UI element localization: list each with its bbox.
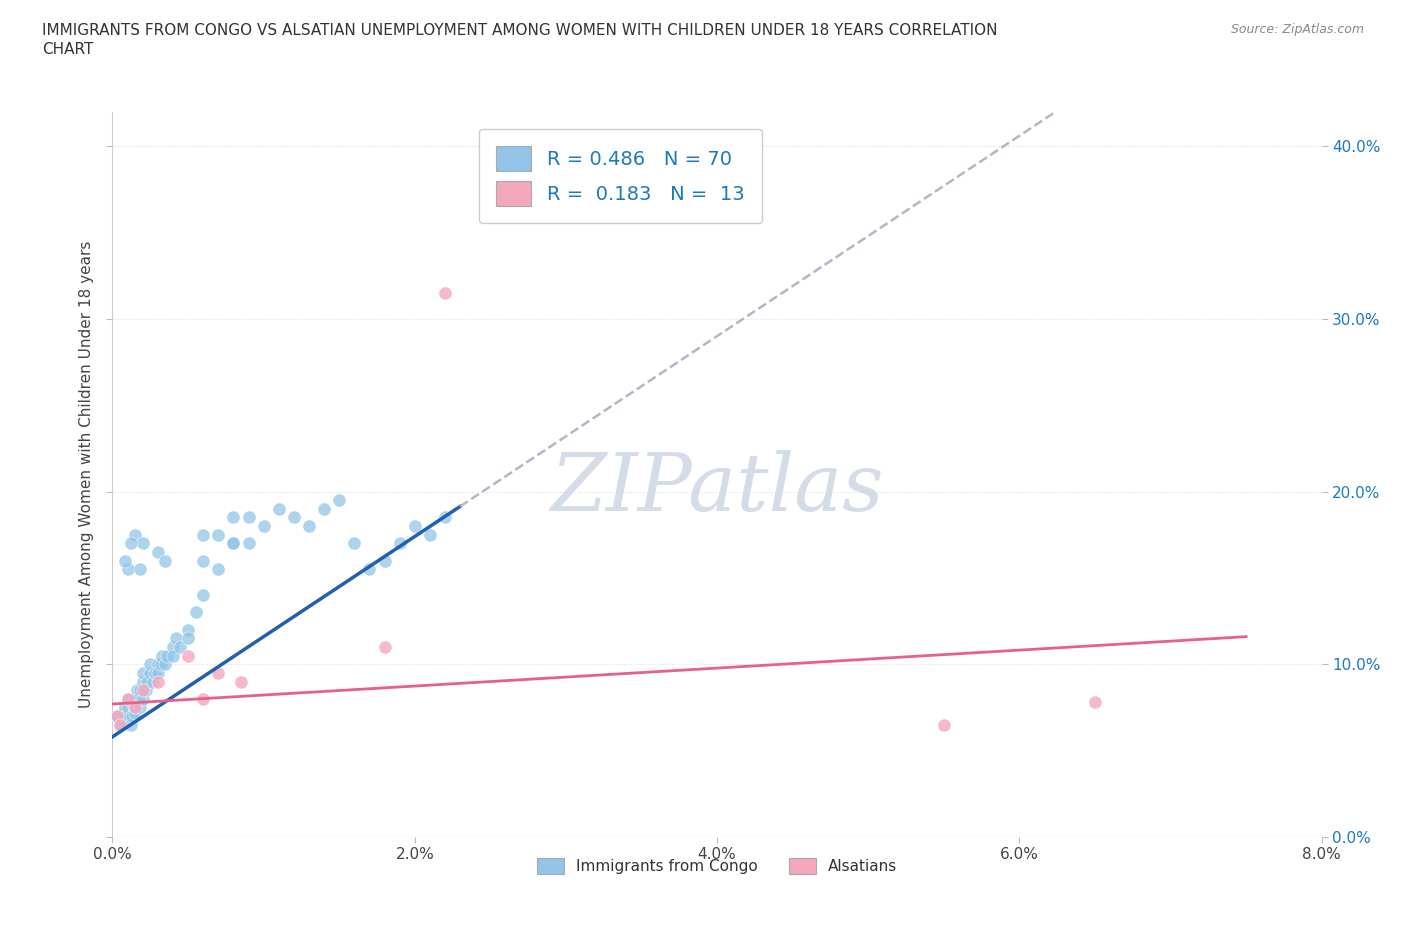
Point — [125, 683, 148, 698]
Point — [932, 717, 955, 732]
Point — [162, 648, 184, 663]
Point — [122, 700, 145, 715]
Text: ZIPatlas: ZIPatlas — [550, 450, 884, 527]
Point — [114, 553, 136, 568]
Point — [115, 709, 138, 724]
Point — [433, 286, 456, 300]
Point — [191, 588, 215, 603]
Point — [124, 700, 146, 715]
Point — [136, 674, 159, 689]
Point — [112, 705, 135, 720]
Point — [132, 666, 155, 681]
Point — [207, 666, 229, 681]
Point — [117, 691, 139, 706]
Point — [117, 700, 139, 715]
Text: Source: ZipAtlas.com: Source: ZipAtlas.com — [1230, 23, 1364, 36]
Point — [162, 640, 184, 655]
Point — [343, 536, 366, 551]
Point — [229, 674, 252, 689]
Point — [359, 562, 381, 577]
Point — [312, 501, 335, 516]
Point — [283, 510, 305, 525]
Point — [105, 709, 128, 724]
Point — [191, 553, 215, 568]
Point — [128, 683, 150, 698]
Point — [373, 640, 396, 655]
Point — [146, 674, 169, 689]
Point — [120, 717, 142, 732]
Point — [132, 674, 155, 689]
Point — [191, 527, 215, 542]
Point — [373, 553, 396, 568]
Point — [132, 683, 155, 698]
Point — [155, 657, 177, 671]
Point — [433, 510, 456, 525]
Point — [404, 519, 426, 534]
Point — [191, 691, 215, 706]
Point — [177, 631, 200, 645]
Point — [124, 691, 146, 706]
Point — [149, 657, 172, 671]
Point — [207, 527, 229, 542]
Point — [108, 717, 131, 732]
Point — [155, 553, 177, 568]
Point — [238, 510, 260, 525]
Point — [146, 545, 169, 560]
Point — [388, 536, 411, 551]
Point — [108, 717, 131, 732]
Point — [132, 536, 155, 551]
Point — [135, 683, 157, 698]
Point — [238, 536, 260, 551]
Legend: Immigrants from Congo, Alsatians: Immigrants from Congo, Alsatians — [530, 852, 904, 880]
Text: CHART: CHART — [42, 42, 94, 57]
Point — [222, 510, 245, 525]
Point — [139, 666, 162, 681]
Point — [120, 536, 142, 551]
Point — [165, 631, 187, 645]
Point — [222, 536, 245, 551]
Point — [142, 674, 165, 689]
Point — [128, 562, 150, 577]
Point — [222, 536, 245, 551]
Point — [124, 527, 146, 542]
Point — [328, 493, 350, 508]
Point — [267, 501, 290, 516]
Point — [128, 700, 150, 715]
Point — [169, 640, 191, 655]
Point — [117, 691, 139, 706]
Point — [114, 700, 136, 715]
Y-axis label: Unemployment Among Women with Children Under 18 years: Unemployment Among Women with Children U… — [79, 241, 94, 708]
Point — [117, 562, 139, 577]
Point — [177, 622, 200, 637]
Point — [298, 519, 321, 534]
Point — [150, 648, 173, 663]
Point — [110, 712, 132, 727]
Text: IMMIGRANTS FROM CONGO VS ALSATIAN UNEMPLOYMENT AMONG WOMEN WITH CHILDREN UNDER 1: IMMIGRANTS FROM CONGO VS ALSATIAN UNEMPL… — [42, 23, 998, 38]
Point — [127, 691, 149, 706]
Point — [146, 666, 169, 681]
Point — [1084, 695, 1107, 710]
Point — [105, 709, 128, 724]
Point — [139, 657, 162, 671]
Point — [121, 709, 143, 724]
Point — [156, 648, 179, 663]
Point — [419, 527, 441, 542]
Point — [143, 666, 166, 681]
Point — [207, 562, 229, 577]
Point — [253, 519, 276, 534]
Point — [146, 657, 169, 671]
Point — [124, 705, 146, 720]
Point — [184, 605, 207, 620]
Point — [132, 691, 155, 706]
Point — [177, 648, 200, 663]
